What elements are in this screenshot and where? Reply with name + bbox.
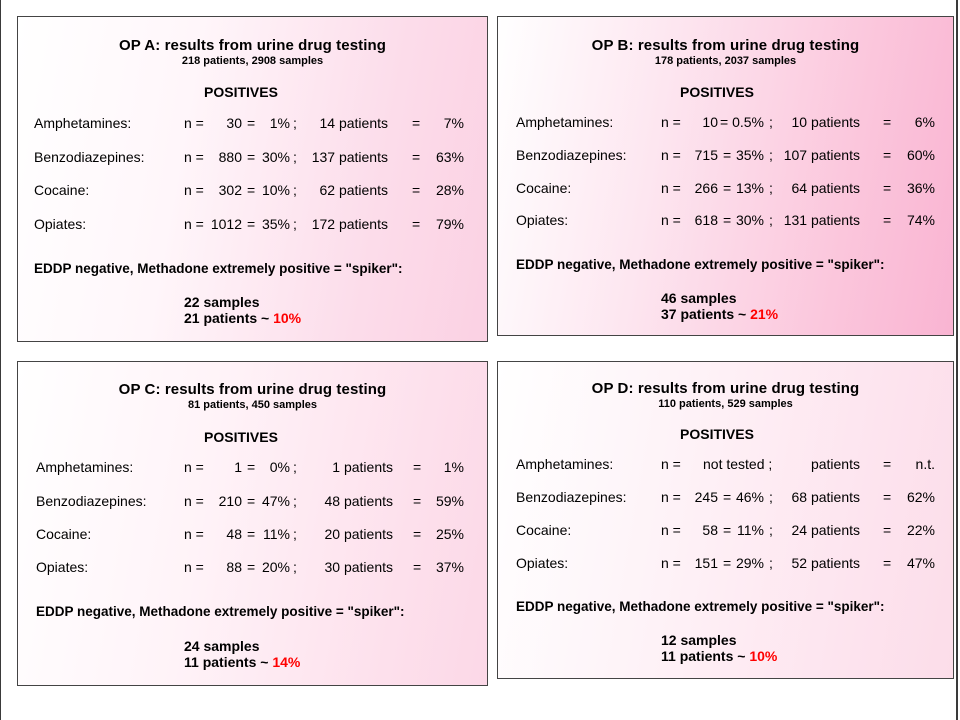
- panel-subtitle: 110 patients, 529 samples: [658, 398, 793, 410]
- row-cocaine: Cocaine: n = 302 = 10% ; 62 patients = 2…: [34, 182, 464, 198]
- panel-title: OP A: results from urine drug testing: [118, 37, 387, 54]
- spiker-percent: 14%: [272, 654, 301, 670]
- panel-title: OP D: results from urine drug testing: [591, 380, 860, 397]
- row-opiates: Opiates: n = 88 = 20% ; 30 patients = 37…: [36, 559, 464, 575]
- row-benzodiazepines: Benzodiazepines: n = 210 = 47% ; 48 pati…: [36, 493, 464, 509]
- positives-heading: POSITIVES: [680, 84, 754, 100]
- row-opiates: Opiates: n = 618 = 30% ; 131 patients = …: [516, 212, 935, 228]
- panel-subtitle: 81 patients, 450 samples: [187, 399, 318, 411]
- eddp-heading: EDDP negative, Methadone extremely posit…: [34, 261, 403, 276]
- eddp-heading: EDDP negative, Methadone extremely posit…: [516, 257, 885, 272]
- spiker-patients: 11 patients ~ 14%: [184, 654, 301, 670]
- row-opiates: Opiates: n = 151 = 29% ; 52 patients = 4…: [516, 555, 935, 571]
- spiker-samples: 46 samples: [661, 290, 737, 306]
- spiker-percent: 10%: [273, 310, 302, 326]
- spiker-samples: 12 samples: [661, 632, 737, 648]
- spiker-percent: 10%: [749, 648, 778, 664]
- row-opiates: Opiates: n = 1012 = 35% ; 172 patients =…: [34, 216, 464, 232]
- spiker-percent: 21%: [750, 306, 779, 322]
- spiker-samples: 24 samples: [184, 638, 260, 654]
- spiker-samples: 22 samples: [184, 294, 260, 310]
- spiker-patients: 21 patients ~ 10%: [184, 310, 302, 326]
- row-cocaine: Cocaine: n = 48 = 11% ; 20 patients = 25…: [36, 526, 464, 542]
- row-amphetamines: Amphetamines: n = 1 = 0% ; 1 patients = …: [36, 459, 464, 475]
- eddp-heading: EDDP negative, Methadone extremely posit…: [516, 599, 885, 614]
- panel-title: OP C: results from urine drug testing: [118, 381, 387, 398]
- eddp-heading: EDDP negative, Methadone extremely posit…: [36, 604, 405, 619]
- row-benzodiazepines: Benzodiazepines: n = 245 = 46% ; 68 pati…: [516, 489, 935, 505]
- row-benzodiazepines: Benzodiazepines: n = 880 = 30% ; 137 pat…: [34, 149, 464, 165]
- positives-heading: POSITIVES: [204, 429, 278, 445]
- positives-heading: POSITIVES: [680, 426, 754, 442]
- row-cocaine: Cocaine: n = 58 = 11% ; 24 patients = 22…: [516, 522, 935, 538]
- panel-subtitle: 218 patients, 2908 samples: [181, 55, 324, 67]
- row-cocaine: Cocaine: n = 266 = 13% ; 64 patients = 3…: [516, 180, 935, 196]
- panel-subtitle: 178 patients, 2037 samples: [654, 55, 797, 67]
- panel-op-b: OP B: results from urine drug testing 17…: [497, 16, 954, 336]
- row-benzodiazepines: Benzodiazepines: n = 715 = 35% ; 107 pat…: [516, 147, 935, 163]
- panel-op-a: OP A: results from urine drug testing 21…: [17, 16, 488, 342]
- positives-heading: POSITIVES: [204, 84, 278, 100]
- row-amphetamines: Amphetamines: n = not tested ; patients …: [516, 456, 935, 472]
- row-amphetamines: Amphetamines: n = 10 = 0.5% ; 10 patient…: [516, 114, 935, 130]
- panel-op-c: OP C: results from urine drug testing 81…: [17, 361, 488, 686]
- row-amphetamines: Amphetamines: n = 30 = 1% ; 14 patients …: [34, 115, 464, 131]
- panel-title: OP B: results from urine drug testing: [591, 37, 860, 54]
- panel-op-d: OP D: results from urine drug testing 11…: [497, 361, 954, 679]
- spiker-patients: 11 patients ~ 10%: [661, 648, 778, 664]
- spiker-patients: 37 patients ~ 21%: [661, 306, 779, 322]
